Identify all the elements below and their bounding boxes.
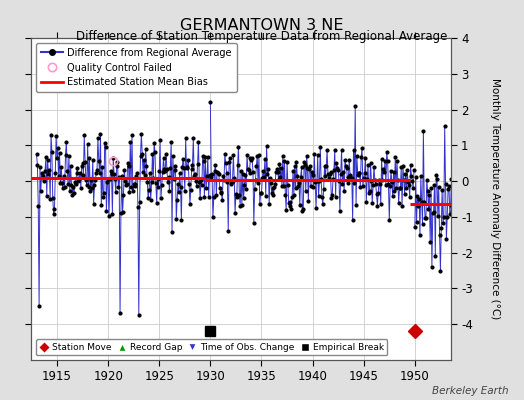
Text: GERMANTOWN 3 NE: GERMANTOWN 3 NE	[180, 18, 344, 33]
Y-axis label: Monthly Temperature Anomaly Difference (°C): Monthly Temperature Anomaly Difference (…	[489, 78, 499, 320]
Text: Difference of Station Temperature Data from Regional Average: Difference of Station Temperature Data f…	[77, 30, 447, 43]
Text: Berkeley Earth: Berkeley Earth	[432, 386, 508, 396]
Legend: Station Move, Record Gap, Time of Obs. Change, Empirical Break: Station Move, Record Gap, Time of Obs. C…	[36, 339, 387, 356]
